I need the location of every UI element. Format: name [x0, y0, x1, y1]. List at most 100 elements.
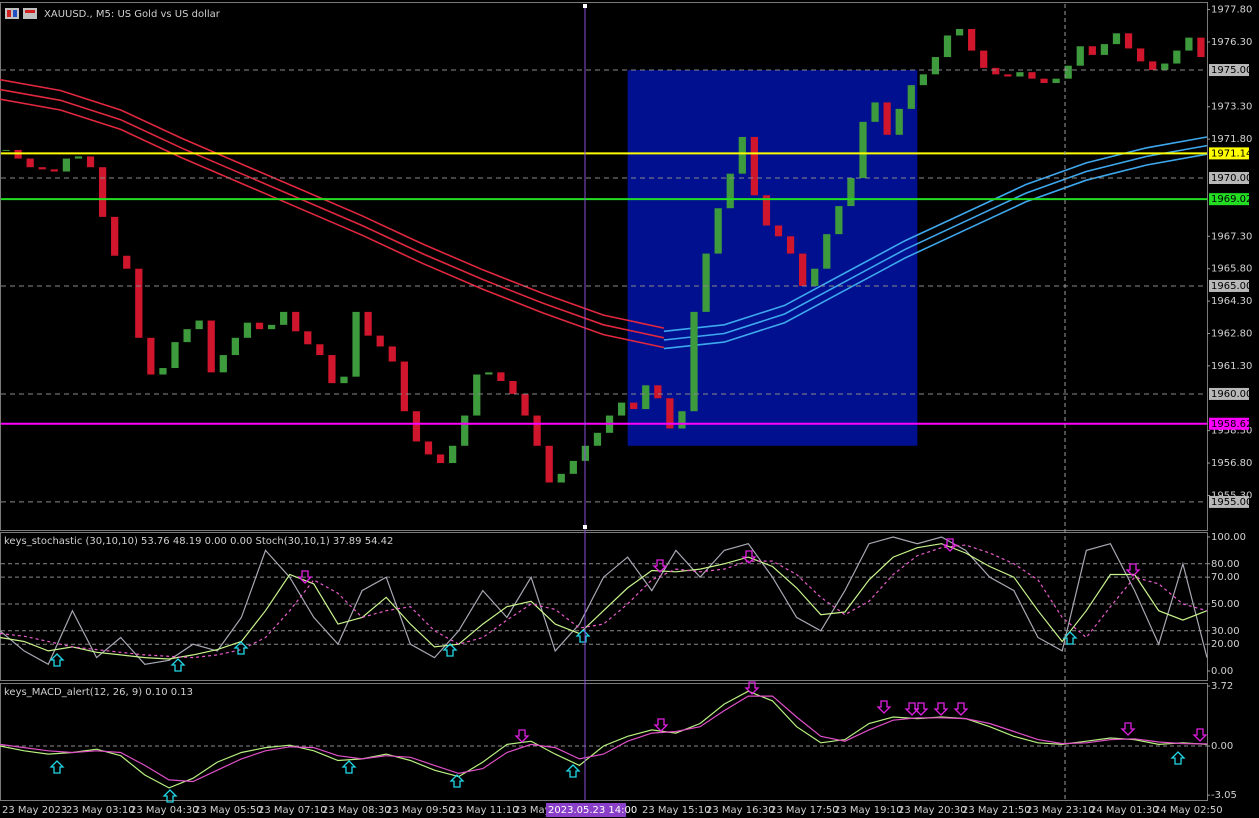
candle	[304, 331, 312, 345]
candle	[352, 311, 360, 377]
candle	[292, 311, 300, 332]
candle	[726, 173, 734, 209]
candle	[243, 322, 252, 338]
candle	[98, 167, 107, 217]
candle	[1076, 46, 1084, 66]
candle	[714, 208, 722, 254]
sell-arrow	[933, 702, 949, 716]
candle	[811, 268, 819, 286]
candle	[521, 393, 529, 416]
candle	[968, 28, 976, 51]
candle	[159, 368, 167, 375]
candle	[497, 372, 505, 381]
candle	[485, 372, 493, 375]
candle	[702, 253, 710, 312]
price-tag	[1209, 193, 1249, 206]
chart-title: XAUUSD., M5: US Gold vs US dollar	[44, 9, 221, 20]
buy-arrow	[233, 641, 249, 655]
price-tag	[1209, 64, 1249, 77]
sell-arrow	[942, 538, 958, 552]
sell-arrow	[913, 702, 929, 716]
candle	[364, 311, 372, 336]
candle	[449, 445, 457, 464]
candle	[2, 149, 10, 151]
x-tick-label: 23 May 20:30	[898, 805, 967, 816]
candle	[111, 216, 119, 256]
panel-frame	[0, 2, 1208, 531]
candle	[461, 415, 469, 446]
y-tick-label: 80.00	[1211, 559, 1240, 570]
candle	[473, 374, 481, 416]
candle	[738, 136, 746, 174]
crosshair-handle	[583, 525, 587, 529]
candle	[267, 324, 276, 330]
sell-arrow	[741, 550, 757, 564]
candle	[1136, 48, 1145, 62]
candle	[1149, 61, 1157, 71]
sell-arrow	[297, 570, 313, 584]
x-tick-label: 23 May 17:50	[770, 805, 839, 816]
candle	[931, 57, 940, 75]
candle	[823, 234, 831, 269]
indicator-title: keys_MACD_alert(12, 26, 9) 0.10 0.13	[4, 687, 193, 698]
candle	[340, 376, 348, 384]
candle	[654, 385, 662, 399]
symbol-icon	[5, 8, 37, 19]
y-tick-label: 70.00	[1211, 572, 1240, 583]
y-tick-label: 1956.80	[1211, 458, 1252, 469]
x-tick-label: 23 May 08:30	[322, 805, 391, 816]
candle	[533, 415, 541, 446]
candle	[907, 85, 915, 109]
candle	[980, 50, 988, 68]
candle	[1124, 33, 1133, 49]
candle	[328, 355, 336, 384]
candle	[1100, 44, 1109, 55]
candle	[859, 121, 867, 178]
sell-arrow	[514, 729, 530, 743]
y-tick-label: 1977.80	[1211, 5, 1252, 16]
candle	[412, 411, 421, 442]
sell-arrow	[1192, 728, 1208, 742]
y-tick-label: 50.00	[1211, 599, 1240, 610]
candle	[750, 136, 758, 196]
candle	[545, 445, 553, 483]
buy-arrow	[49, 760, 65, 774]
candle	[219, 355, 227, 373]
buy-arrow	[341, 760, 357, 774]
x-tick-label: 24 May 02:50	[1154, 805, 1223, 816]
x-tick-label: 23 May 04:30	[130, 805, 199, 816]
candle	[1112, 33, 1121, 45]
y-tick-label: 3.72	[1211, 681, 1233, 692]
candle	[1028, 72, 1036, 79]
indicator-line	[0, 78, 665, 329]
candle	[183, 329, 191, 343]
x-tick-label: 23 May	[514, 805, 551, 816]
x-tick-label: 23 May 21:50	[962, 805, 1031, 816]
panel-2: keys_MACD_alert(12, 26, 9) 0.10 0.13 3.72…	[0, 681, 1237, 801]
candle	[388, 346, 396, 362]
candle	[943, 35, 952, 58]
candle	[678, 411, 686, 429]
y-tick-label: 1964.30	[1211, 296, 1252, 307]
price-tag	[1209, 417, 1249, 430]
panel-0: 1977.80 1976.30 1973.30 1971.80 1967.30 1965.…	[0, 5, 1252, 508]
candle	[617, 402, 626, 416]
x-tick-label: 23 May 07:10	[258, 805, 327, 816]
indicator-title: keys_stochastic (30,10,10) 53.76 48.19 0…	[4, 536, 393, 547]
candle	[557, 473, 565, 483]
candle	[895, 108, 903, 135]
y-tick-label: 1962.80	[1211, 328, 1252, 339]
y-tick-label: 1976.30	[1211, 37, 1252, 48]
candle	[1004, 74, 1012, 77]
price-tag	[1209, 147, 1249, 160]
y-tick-label: 100.00	[1211, 532, 1246, 543]
candle	[231, 337, 239, 356]
price-tag	[1209, 495, 1249, 508]
candle	[147, 337, 155, 375]
candle	[1088, 46, 1096, 55]
buy-arrow	[170, 658, 186, 672]
y-tick-label: 0.00	[1211, 741, 1233, 752]
price-tag	[1209, 172, 1249, 184]
price-tag-label: 1960.00	[1211, 389, 1252, 400]
price-tag	[1209, 279, 1249, 292]
